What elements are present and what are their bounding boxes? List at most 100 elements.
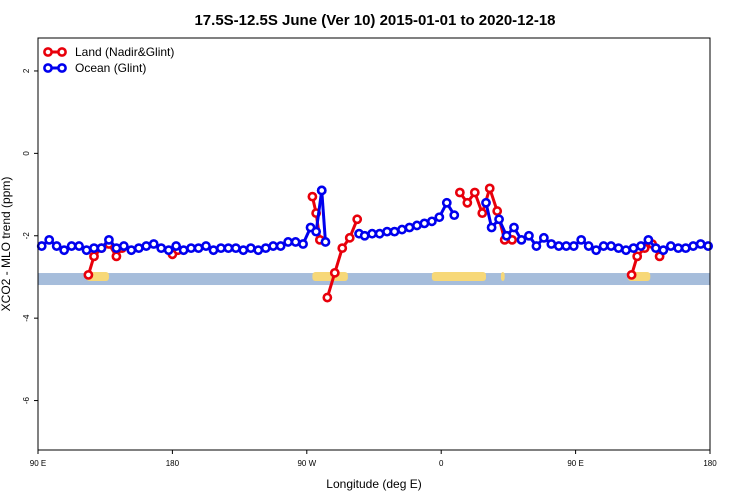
x-tick-label-3: 0	[439, 459, 444, 468]
series-1-point	[283, 237, 294, 247]
series-1-point	[126, 245, 137, 256]
series-1-point	[260, 243, 271, 254]
series-1-point	[59, 245, 70, 256]
series-1-point	[680, 243, 691, 254]
x-tick-label-1: 180	[166, 459, 180, 468]
series-1-point	[449, 210, 460, 221]
series-1-point	[253, 245, 264, 256]
series-0-point	[469, 187, 480, 198]
series-1-point	[389, 226, 400, 237]
series-1-point	[275, 241, 286, 251]
series-0-point	[337, 243, 348, 254]
series-1-point	[133, 243, 144, 254]
y-tick-label-0: 2	[22, 68, 31, 73]
chart-title: 17.5S-12.5S June (Ver 10) 2015-01-01 to …	[194, 12, 555, 29]
series-1-point	[171, 241, 182, 251]
series-1-point	[36, 241, 47, 251]
series-1-point	[658, 245, 669, 256]
series-1-point	[66, 241, 77, 251]
series-1-line-1	[320, 190, 327, 243]
series-1-point	[561, 241, 572, 251]
series-1-point	[245, 243, 256, 254]
series-0-point	[454, 187, 465, 198]
legend-label-0: Land (Nadir&Glint)	[75, 45, 174, 59]
series-0-point	[83, 269, 94, 280]
series-0-point	[492, 206, 503, 216]
series-1-point	[650, 243, 661, 254]
series-1-point	[404, 222, 415, 233]
series-1-point	[703, 241, 714, 251]
legend-marker-0	[57, 47, 67, 57]
series-1-point	[178, 245, 189, 256]
series-1-point	[216, 243, 226, 254]
series-1-point	[230, 243, 241, 254]
series-1-point	[316, 185, 327, 196]
series-1-point	[193, 243, 204, 254]
series-1-point	[524, 230, 534, 241]
x-tick-label-4: 90 E	[567, 459, 583, 468]
series-1-point	[359, 230, 370, 241]
series-0-point	[477, 208, 488, 218]
series-1-point	[494, 214, 504, 225]
x-axis: 90 E 180 90 W 0 90 E 180	[30, 450, 717, 468]
series-1-point	[268, 241, 279, 251]
series-1-point	[695, 239, 706, 249]
series-1-point	[148, 239, 159, 249]
series-layer	[36, 183, 714, 303]
series-1-point	[186, 243, 196, 254]
series-0-point	[462, 197, 473, 208]
series-1-point	[104, 234, 114, 245]
series-1-point	[636, 241, 646, 251]
series-1-point	[613, 243, 624, 254]
series-0-point	[344, 232, 355, 243]
series-1-line-0	[40, 190, 324, 252]
series-0-point	[484, 183, 495, 194]
ocean-strip	[38, 273, 710, 286]
series-1	[36, 185, 714, 256]
series-1-point	[628, 243, 639, 254]
legend-marker-1	[57, 63, 67, 73]
y-tick-label-1: 0	[22, 151, 31, 156]
series-0-point	[329, 267, 340, 278]
series-1-point	[208, 245, 219, 256]
series-1-point	[598, 241, 609, 251]
series-1-point	[434, 212, 445, 223]
series-1-point	[311, 226, 322, 237]
series-1-point	[118, 241, 129, 251]
land-patch-3	[500, 272, 505, 282]
series-1-point	[553, 241, 564, 251]
series-1-point	[223, 243, 234, 254]
series-1-point	[621, 245, 631, 256]
series-1-point	[516, 234, 527, 245]
series-1-point	[320, 237, 331, 247]
series-1-point	[643, 234, 654, 245]
series-1-point	[481, 197, 491, 208]
series-0-point	[307, 191, 318, 202]
series-1-point	[665, 241, 676, 251]
series-1-point	[290, 237, 301, 247]
series-1-point	[89, 243, 99, 254]
series-0-point	[89, 251, 99, 262]
legend-label-1: Ocean (Glint)	[75, 61, 146, 75]
legend-marker-0	[43, 47, 53, 57]
series-1-point	[81, 245, 92, 256]
series-1-point	[163, 245, 174, 256]
series-0-point	[322, 292, 333, 303]
y-axis-label: XCO2 - MLO trend (ppm)	[0, 177, 13, 312]
series-1-point	[74, 241, 84, 251]
series-1-point	[367, 228, 378, 239]
series-1-point	[606, 241, 616, 251]
series-0-point	[632, 251, 643, 262]
series-1-point	[141, 241, 152, 251]
series-1-point	[156, 243, 167, 254]
series-1-point	[419, 218, 430, 229]
series-1-point	[382, 226, 392, 237]
legend-marker-1	[43, 63, 53, 73]
series-1-point	[583, 241, 594, 251]
series-1-point	[51, 241, 62, 251]
series-1-point	[426, 216, 437, 227]
series-1-point	[576, 234, 587, 245]
series-1-point	[298, 239, 308, 249]
series-1-point	[96, 243, 107, 254]
